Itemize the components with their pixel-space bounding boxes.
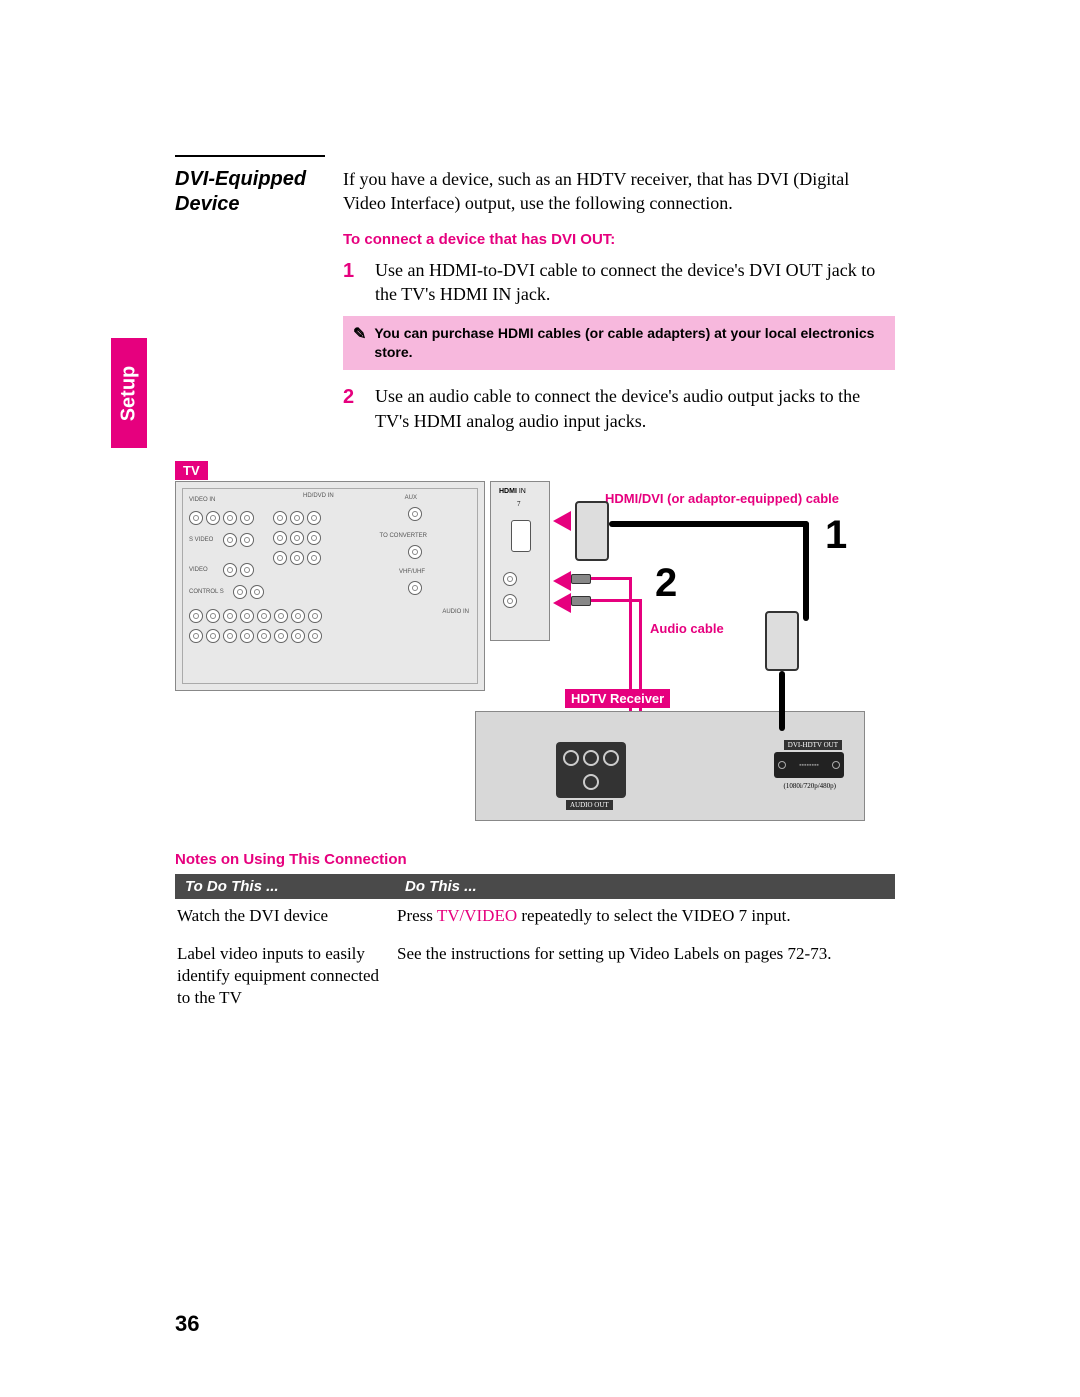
connection-diagram: TV VIDEO IN HD/DVD IN S VIDEO bbox=[165, 461, 875, 831]
table-header-todo: To Do This ... bbox=[175, 874, 395, 899]
dvi-connector-recv-icon bbox=[765, 611, 799, 671]
audio-jack-l-icon bbox=[503, 572, 517, 586]
notes-heading: Notes on Using This Connection bbox=[175, 851, 895, 868]
hdmi-slot-icon bbox=[511, 520, 531, 552]
step-2: 2 Use an audio cable to connect the devi… bbox=[343, 384, 895, 433]
table-cell-do: Press TV/VIDEO repeatedly to select the … bbox=[395, 899, 895, 937]
notes-table: To Do This ... Do This ... Watch the DVI… bbox=[175, 874, 895, 1019]
page-content: DVI-Equipped Device If you have a device… bbox=[175, 155, 895, 1019]
table-header-do: Do This ... bbox=[395, 874, 895, 899]
step-2-num: 2 bbox=[343, 384, 361, 433]
rca-plug-l-icon bbox=[571, 574, 591, 584]
diagram-marker-2: 2 bbox=[655, 561, 677, 606]
dvi-out-port-icon: ▪▪▪▪▪▪▪▪ bbox=[774, 752, 844, 778]
note-box: ✎ You can purchase HDMI cables (or cable… bbox=[343, 316, 895, 370]
dvi-connector-tv-icon bbox=[575, 501, 609, 561]
section-rule bbox=[175, 155, 325, 157]
step-1: 1 Use an HDMI-to-DVI cable to connect th… bbox=[343, 258, 895, 307]
audio-jack-r-icon bbox=[503, 594, 517, 608]
receiver-audio-jacks-icon bbox=[556, 742, 626, 798]
step-1-num: 1 bbox=[343, 258, 361, 307]
step-2-text: Use an audio cable to connect the device… bbox=[375, 384, 895, 433]
diagram-marker-1: 1 bbox=[825, 513, 847, 558]
table-cell-do: See the instructions for setting up Vide… bbox=[395, 937, 895, 1019]
page-number: 36 bbox=[175, 1311, 199, 1337]
side-tab-setup: Setup bbox=[111, 338, 147, 448]
section-title: DVI-Equipped Device bbox=[175, 167, 325, 443]
table-row: Watch the DVI device Press TV/VIDEO repe… bbox=[175, 899, 895, 937]
connect-heading: To connect a device that has DVI OUT: bbox=[343, 230, 895, 250]
rca-plug-r-icon bbox=[571, 596, 591, 606]
tv-panel-inner: VIDEO IN HD/DVD IN S VIDEO VIDEO C bbox=[182, 488, 478, 684]
step-1-text: Use an HDMI-to-DVI cable to connect the … bbox=[375, 258, 895, 307]
audio-cable-line2 bbox=[591, 599, 641, 602]
side-tab-label: Setup bbox=[118, 365, 141, 421]
hdmi-cable-vert-icon bbox=[803, 521, 809, 621]
hdtv-receiver-box: AUDIO OUT ▪▪▪▪▪▪▪▪ DVI-HDTV OUT (1080i/7… bbox=[475, 711, 865, 821]
arrow-audio1-icon bbox=[553, 571, 571, 591]
arrow-hdmi-icon bbox=[553, 511, 571, 531]
audio-cable-line1 bbox=[591, 577, 631, 580]
section-body: If you have a device, such as an HDTV re… bbox=[343, 167, 895, 443]
arrow-audio2-icon bbox=[553, 593, 571, 613]
pencil-icon: ✎ bbox=[353, 324, 366, 362]
tv-rear-panel: VIDEO IN HD/DVD IN S VIDEO VIDEO C bbox=[175, 481, 485, 691]
hdmi-cable-icon bbox=[609, 521, 809, 527]
table-cell-todo: Label video inputs to easily identify eq… bbox=[175, 937, 395, 1019]
section-header-row: DVI-Equipped Device If you have a device… bbox=[175, 167, 895, 443]
hdmi-cable-down-icon bbox=[779, 671, 785, 731]
table-row: Label video inputs to easily identify eq… bbox=[175, 937, 895, 1019]
hdmi-cable-label: HDMI/DVI (or adaptor-equipped) cable bbox=[605, 491, 839, 506]
tv-video-button-ref: TV/VIDEO bbox=[437, 906, 517, 925]
tv-label: TV bbox=[175, 461, 208, 480]
hdmi-in-block: HDMI IN 7 bbox=[490, 481, 550, 641]
intro-text: If you have a device, such as an HDTV re… bbox=[343, 167, 895, 216]
note-text: You can purchase HDMI cables (or cable a… bbox=[374, 324, 885, 362]
audio-cable-label: Audio cable bbox=[650, 621, 724, 636]
receiver-label: HDTV Receiver bbox=[565, 689, 670, 708]
table-cell-todo: Watch the DVI device bbox=[175, 899, 395, 937]
